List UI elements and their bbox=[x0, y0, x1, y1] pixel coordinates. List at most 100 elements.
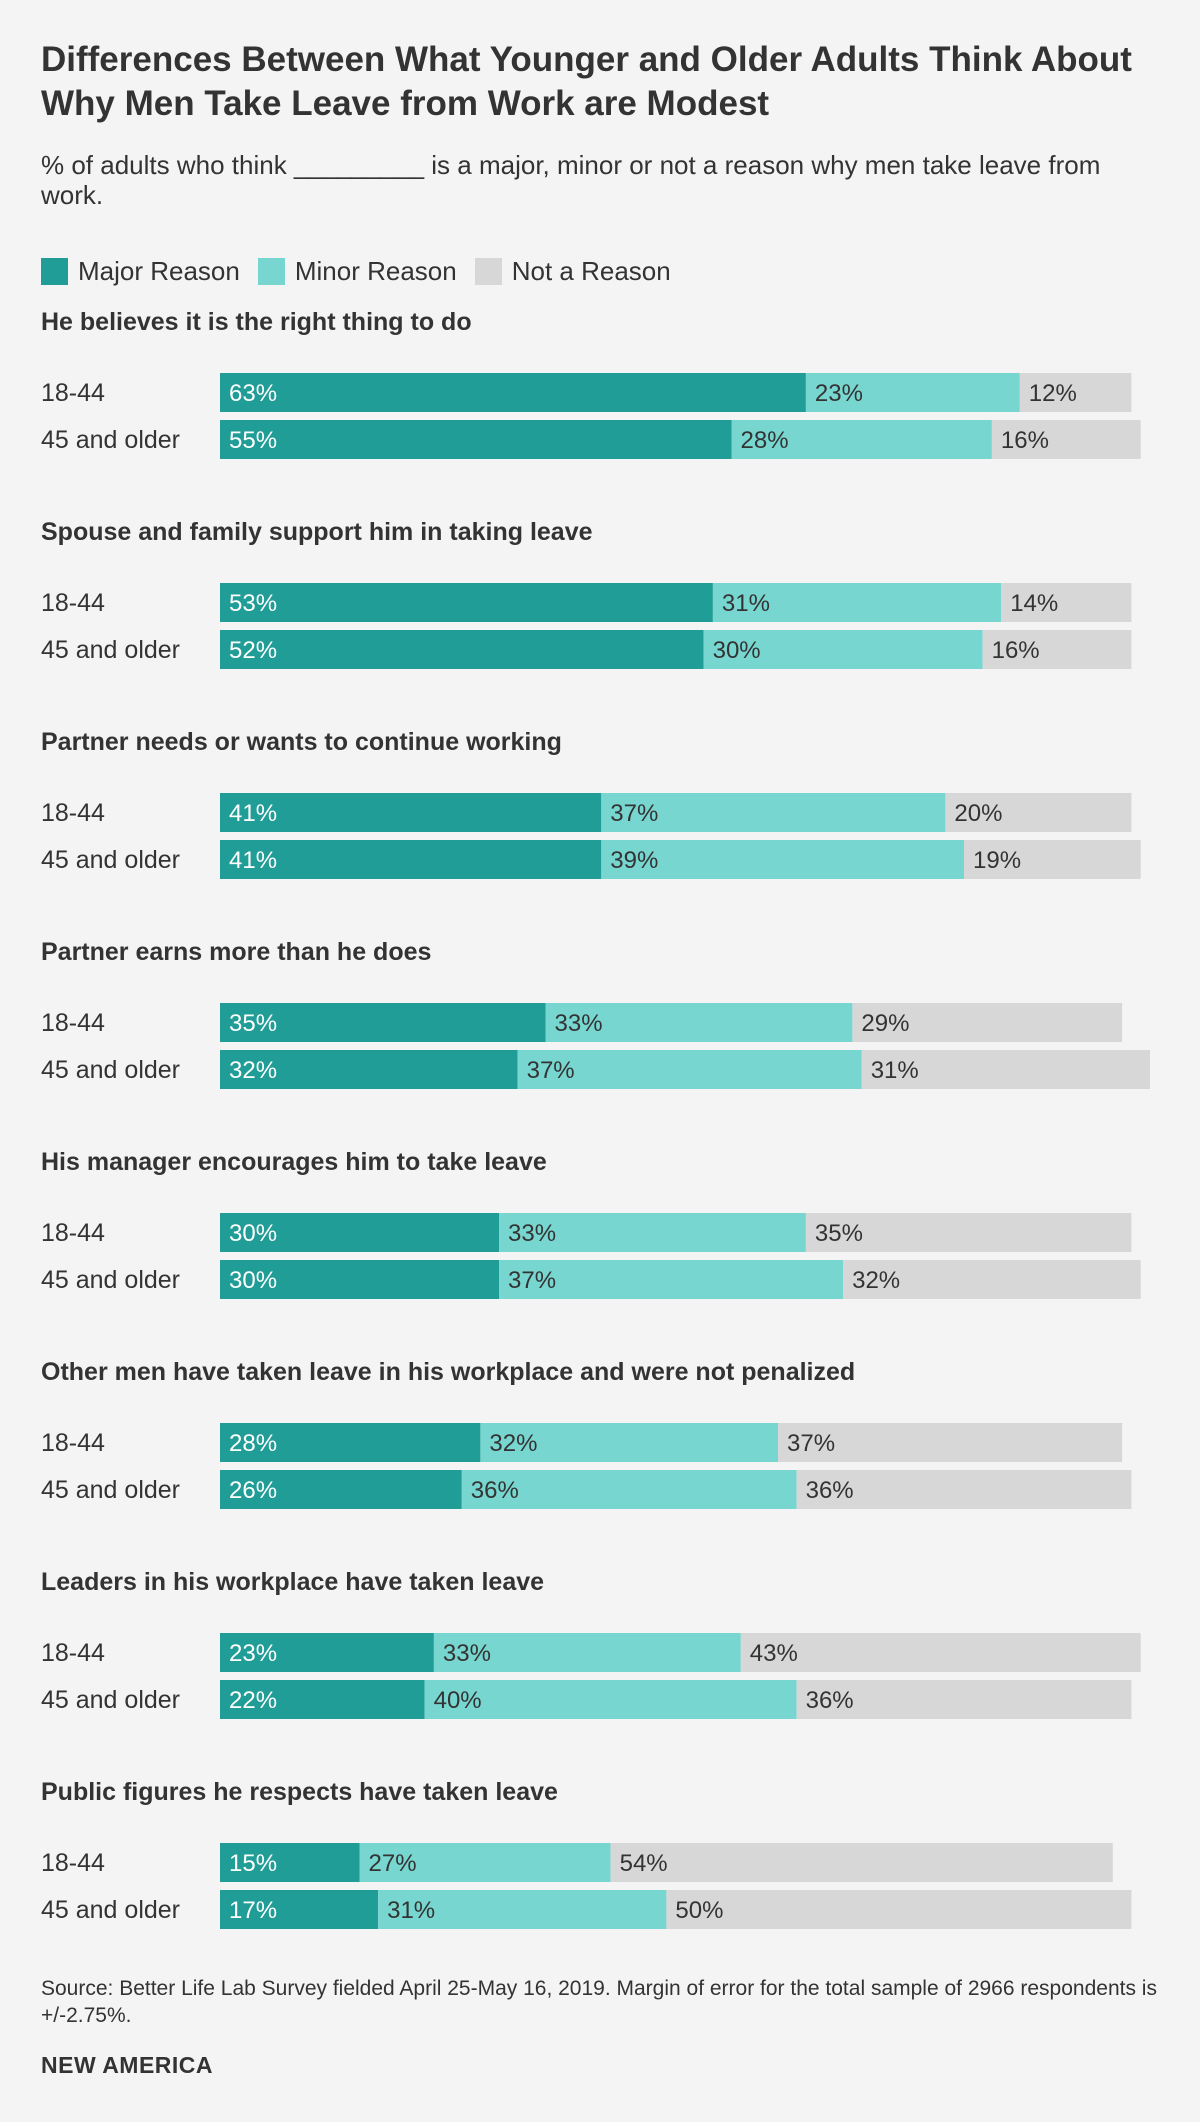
value-label-not-6-1: 37% bbox=[787, 1430, 835, 1457]
value-label-minor-7-2: 40% bbox=[434, 1687, 482, 1714]
value-label-major-8-2: 17% bbox=[229, 1897, 277, 1924]
legend-swatch-major bbox=[41, 257, 68, 285]
value-label-not-5-1: 35% bbox=[815, 1220, 863, 1247]
bar-not-3-2 bbox=[964, 840, 1141, 879]
value-label-not-1-1: 12% bbox=[1029, 380, 1077, 407]
bar-major-5-2 bbox=[220, 1260, 499, 1299]
bar-not-3-1 bbox=[945, 793, 1132, 832]
legend: Major Reason Minor Reason Not a Reason bbox=[41, 256, 689, 286]
value-label-minor-8-1: 27% bbox=[369, 1850, 417, 1877]
bar-minor-4-1 bbox=[545, 1003, 853, 1042]
bar-minor-4-2 bbox=[517, 1050, 862, 1089]
value-label-minor-2-2: 30% bbox=[713, 637, 761, 664]
bar-major-6-1 bbox=[220, 1423, 481, 1462]
value-label-minor-1-2: 28% bbox=[741, 427, 789, 454]
legend-label-major: Major Reason bbox=[78, 255, 240, 286]
row-label-1-2: 45 and older bbox=[41, 426, 180, 454]
bar-major-3-1 bbox=[220, 793, 602, 832]
group-title-6: Other men have taken leave in his workpl… bbox=[41, 1358, 855, 1386]
value-label-minor-3-1: 37% bbox=[610, 800, 658, 827]
bar-not-5-1 bbox=[805, 1213, 1132, 1252]
row-label-2-1: 18-44 bbox=[41, 589, 105, 617]
value-label-not-3-1: 20% bbox=[954, 800, 1002, 827]
value-label-not-7-2: 36% bbox=[806, 1687, 854, 1714]
bar-major-1-1 bbox=[220, 373, 806, 412]
row-label-3-2: 45 and older bbox=[41, 846, 180, 874]
row-label-6-1: 18-44 bbox=[41, 1429, 105, 1457]
bar-major-5-1 bbox=[220, 1213, 499, 1252]
value-label-not-2-2: 16% bbox=[992, 637, 1040, 664]
value-label-minor-4-1: 33% bbox=[555, 1010, 603, 1037]
group-title-8: Public figures he respects have taken le… bbox=[41, 1778, 558, 1806]
value-label-not-5-2: 32% bbox=[852, 1267, 900, 1294]
bar-major-6-2 bbox=[220, 1470, 462, 1509]
group-title-5: His manager encourages him to take leave bbox=[41, 1148, 547, 1176]
chart-subtitle: % of adults who think _________ is a maj… bbox=[41, 150, 1101, 210]
bar-minor-5-1 bbox=[499, 1213, 806, 1252]
bar-major-7-2 bbox=[220, 1680, 425, 1719]
value-label-minor-2-1: 31% bbox=[722, 590, 770, 617]
bar-not-8-2 bbox=[666, 1890, 1132, 1929]
value-label-not-7-1: 43% bbox=[750, 1640, 798, 1667]
legend-label-not: Not a Reason bbox=[511, 255, 671, 286]
value-label-major-4-1: 35% bbox=[229, 1010, 277, 1037]
value-label-not-8-1: 54% bbox=[620, 1850, 668, 1877]
source-note: Source: Better Life Lab Survey fielded A… bbox=[41, 1977, 1157, 2027]
group-title-3: Partner needs or wants to continue worki… bbox=[41, 728, 562, 756]
bar-minor-8-2 bbox=[378, 1890, 667, 1929]
value-label-major-8-1: 15% bbox=[229, 1850, 277, 1877]
bar-not-7-1 bbox=[740, 1633, 1141, 1672]
value-label-not-3-2: 19% bbox=[973, 847, 1021, 874]
value-label-not-2-1: 14% bbox=[1010, 590, 1058, 617]
value-label-major-1-1: 63% bbox=[229, 380, 277, 407]
bar-not-7-2 bbox=[796, 1680, 1132, 1719]
row-label-4-2: 45 and older bbox=[41, 1056, 180, 1084]
bar-not-6-1 bbox=[778, 1423, 1123, 1462]
row-label-7-2: 45 and older bbox=[41, 1686, 180, 1714]
bar-not-1-2 bbox=[991, 420, 1141, 459]
bar-not-4-2 bbox=[861, 1050, 1150, 1089]
publisher-label: NEW AMERICA bbox=[41, 2052, 214, 2078]
bar-minor-6-2 bbox=[461, 1470, 797, 1509]
value-label-major-2-1: 53% bbox=[229, 590, 277, 617]
group-title-7: Leaders in his workplace have taken leav… bbox=[41, 1568, 544, 1596]
bar-major-4-1 bbox=[220, 1003, 546, 1042]
row-label-6-2: 45 and older bbox=[41, 1476, 180, 1504]
value-label-major-2-2: 52% bbox=[229, 637, 277, 664]
value-label-minor-5-2: 37% bbox=[508, 1267, 556, 1294]
bar-not-2-2 bbox=[982, 630, 1132, 669]
bar-not-6-2 bbox=[796, 1470, 1132, 1509]
group-title-4: Partner earns more than he does bbox=[41, 938, 431, 966]
row-label-8-2: 45 and older bbox=[41, 1896, 180, 1924]
value-label-minor-6-1: 32% bbox=[489, 1430, 537, 1457]
bar-major-8-2 bbox=[220, 1890, 379, 1929]
bar-minor-7-2 bbox=[424, 1680, 797, 1719]
legend-item-major: Major Reason bbox=[41, 256, 240, 287]
value-label-minor-8-2: 31% bbox=[387, 1897, 435, 1924]
row-label-8-1: 18-44 bbox=[41, 1849, 105, 1877]
row-label-5-1: 18-44 bbox=[41, 1219, 105, 1247]
value-label-major-4-2: 32% bbox=[229, 1057, 277, 1084]
bar-major-1-2 bbox=[220, 420, 732, 459]
legend-swatch-minor bbox=[257, 257, 285, 285]
bar-minor-2-1 bbox=[712, 583, 1002, 622]
legend-label-minor: Minor Reason bbox=[294, 255, 457, 286]
value-label-minor-1-1: 23% bbox=[815, 380, 863, 407]
legend-item-minor: Minor Reason bbox=[257, 255, 457, 287]
bar-major-3-2 bbox=[220, 840, 602, 879]
value-label-major-6-1: 28% bbox=[229, 1430, 277, 1457]
value-label-not-8-2: 50% bbox=[675, 1897, 723, 1924]
bar-minor-1-1 bbox=[805, 373, 1020, 412]
value-label-not-4-1: 29% bbox=[861, 1010, 909, 1037]
bar-major-8-1 bbox=[220, 1843, 360, 1882]
group-title-2: Spouse and family support him in taking … bbox=[41, 518, 593, 546]
row-label-5-2: 45 and older bbox=[41, 1266, 180, 1294]
value-label-major-3-2: 41% bbox=[229, 847, 277, 874]
bar-not-4-1 bbox=[852, 1003, 1123, 1042]
legend-item-not: Not a Reason bbox=[474, 255, 671, 287]
value-label-major-5-2: 30% bbox=[229, 1267, 277, 1294]
bar-major-2-1 bbox=[220, 583, 713, 622]
value-label-not-1-2: 16% bbox=[1001, 427, 1049, 454]
value-label-not-6-2: 36% bbox=[806, 1477, 854, 1504]
